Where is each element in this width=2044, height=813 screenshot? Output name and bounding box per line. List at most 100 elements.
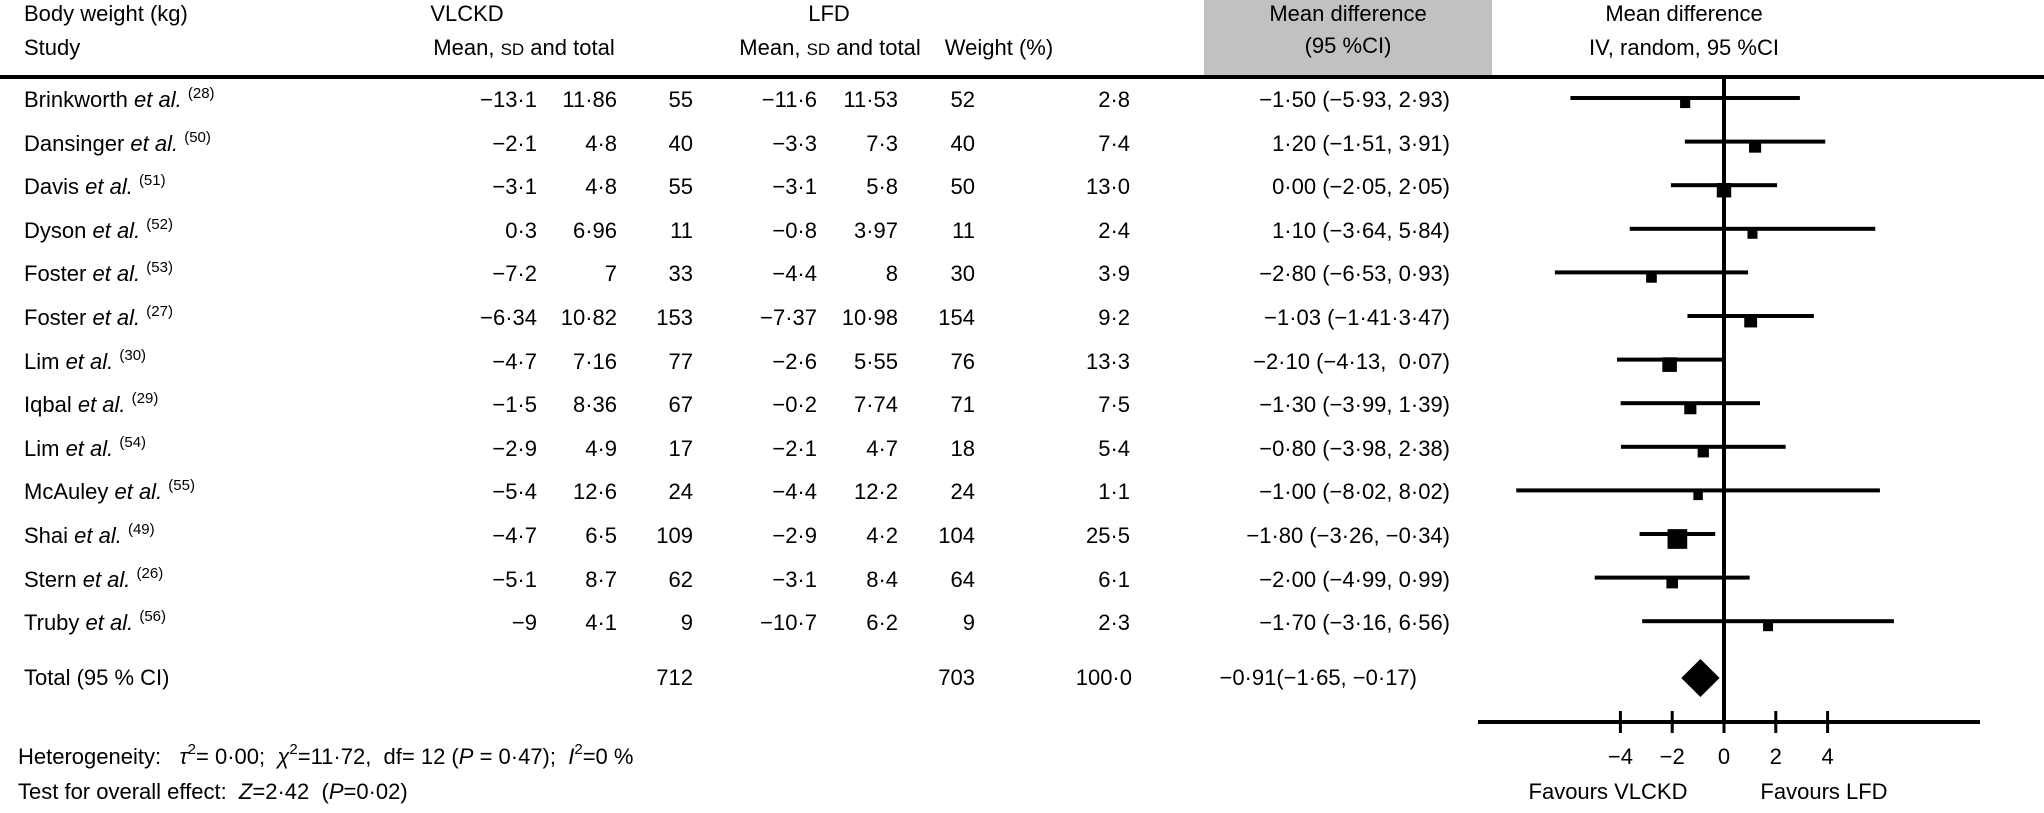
summary-diamond [1681,659,1720,697]
cell-v_sd: 12·6 [572,479,617,505]
cell-ci_text: −1·03 (−1·41·3·47) [1264,305,1450,330]
plot-header-line1: Mean difference [1605,1,1763,26]
cell-v_mean: −5·4 [492,479,537,505]
overall-effect-segment: =2·42 ( [252,779,329,804]
heterogeneity-stats: Heterogeneity: τ2= 0·00; χ2=11·72, df= 1… [18,741,634,771]
axis-tick [1618,711,1622,733]
reference-number: (56) [139,608,167,626]
reference-number: (28) [187,85,215,102]
cell-weight: 7·4 [1098,130,1130,156]
point-estimate-marker [1680,97,1691,109]
heterogeneity-segment: = 0·00; [196,744,278,769]
cell-v_mean: −4·7 [492,348,537,374]
heterogeneity-segment: χ [277,744,290,769]
cell-l_sd: 10·98 [841,305,898,330]
reference-number: (50) [184,128,211,146]
study-label: Davis et al. (51) [24,172,166,200]
cell-l_sd: 5·8 [866,174,898,200]
cell-v_mean: −2·9 [492,435,537,461]
heterogeneity-segment: P [458,744,474,769]
cell-v_mean: 0·3 [505,217,537,243]
cell-l_n: 18 [950,435,975,461]
heterogeneity-segment: τ [179,744,188,769]
figure-title: Body weight (kg) [24,1,188,26]
cell-weight: 5·4 [1098,435,1130,461]
cell-v_sd: 7 [604,261,617,287]
cell-v_sd: 8·7 [585,566,617,592]
cell-v_mean: −9 [511,610,537,636]
cell-v_sd: 4·8 [585,174,617,200]
cell-v_n: 153 [656,305,693,330]
cell-ci_text: 1·20 (−1·51, 3·91) [1272,130,1450,156]
md-box-line2: (95 %CI) [1304,33,1392,58]
cell-v_n: 62 [668,566,693,592]
lfd-group-header: LFD [808,1,850,26]
study-label: Lim et al. (54) [24,433,147,461]
cell-weight: 2·4 [1098,217,1130,243]
total-lfd-n: 703 [938,665,975,690]
cell-v_n: 33 [668,261,693,287]
cell-l_mean: −3·1 [772,566,817,592]
point-estimate-marker [1666,576,1678,589]
overall-effect-segment: P [328,779,344,804]
axis-tick [1722,711,1726,733]
cell-v_mean: −1·5 [492,392,537,418]
cell-v_n: 11 [670,217,693,243]
cell-ci_text: 0·00 (−2·05, 2·05) [1272,174,1450,200]
cell-v_n: 24 [668,479,693,505]
point-estimate-marker [1763,621,1774,632]
study-label: Shai et al. (49) [24,521,155,548]
cell-l_mean: −10·7 [760,610,817,636]
reference-number: (54) [119,433,147,451]
cell-weight: 2·3 [1098,610,1130,636]
reference-number: (55) [168,477,195,495]
heterogeneity-segment: 2 [574,741,583,758]
cell-ci_text: −1·80 (−3·26, −0·34) [1246,523,1450,548]
study-label: Foster et al. (53) [24,259,173,287]
total-vlckd-n: 712 [656,665,693,690]
study-label: Foster et al. (27) [24,303,173,330]
point-estimate-marker [1697,446,1709,458]
cell-l_mean: −3·1 [772,174,817,200]
cell-l_n: 30 [950,261,975,287]
axis-tick-label: −2 [1659,744,1685,769]
reference-number: (27) [146,303,173,320]
axis-tick [1774,711,1778,733]
heterogeneity-segment: Heterogeneity: [18,744,180,769]
cell-v_mean: −5·1 [492,566,537,592]
reference-number: (51) [138,172,166,190]
heterogeneity-segment: 2 [289,741,298,758]
cell-weight: 9·2 [1098,305,1130,330]
cell-v_sd: 8·36 [572,392,617,418]
cell-ci_text: 1·10 (−3·64, 5·84) [1272,217,1450,243]
cell-weight: 6·1 [1098,566,1130,592]
cell-v_mean: −6·34 [480,305,537,330]
cell-v_sd: 6·96 [572,217,617,243]
reference-number: (30) [119,346,147,364]
cell-l_n: 76 [950,348,975,374]
point-estimate-marker [1667,529,1688,549]
cell-v_sd: 6·5 [585,523,617,548]
point-estimate-marker [1646,272,1657,283]
heterogeneity-segment: =0 % [582,744,634,769]
cell-ci_text: −0·80 (−3·98, 2·38) [1259,435,1450,461]
cell-ci_text: −2·10 (−4·13, 0·07) [1253,348,1450,374]
reference-number: (49) [127,521,155,538]
cell-v_sd: 4·1 [585,610,617,636]
cell-ci_text: −1·70 (−3·16, 6·56) [1259,610,1450,636]
cell-l_mean: −4·4 [772,261,817,287]
study-label: Iqbal et al. (29) [24,390,159,418]
cell-l_mean: −0·8 [772,217,817,243]
point-estimate-marker [1684,402,1697,415]
md-box-line1: Mean difference [1269,1,1427,26]
cell-v_mean: −13·1 [480,87,537,112]
cell-v_sd: 4·8 [585,130,617,156]
heterogeneity-segment: = 0·47); [473,744,569,769]
point-estimate-marker [1716,182,1732,198]
axis-tick-label: 4 [1821,744,1834,769]
study-label: Dansinger et al. (50) [24,128,211,156]
cell-l_sd: 7·3 [866,130,898,156]
cell-v_mean: −2·1 [492,130,537,156]
